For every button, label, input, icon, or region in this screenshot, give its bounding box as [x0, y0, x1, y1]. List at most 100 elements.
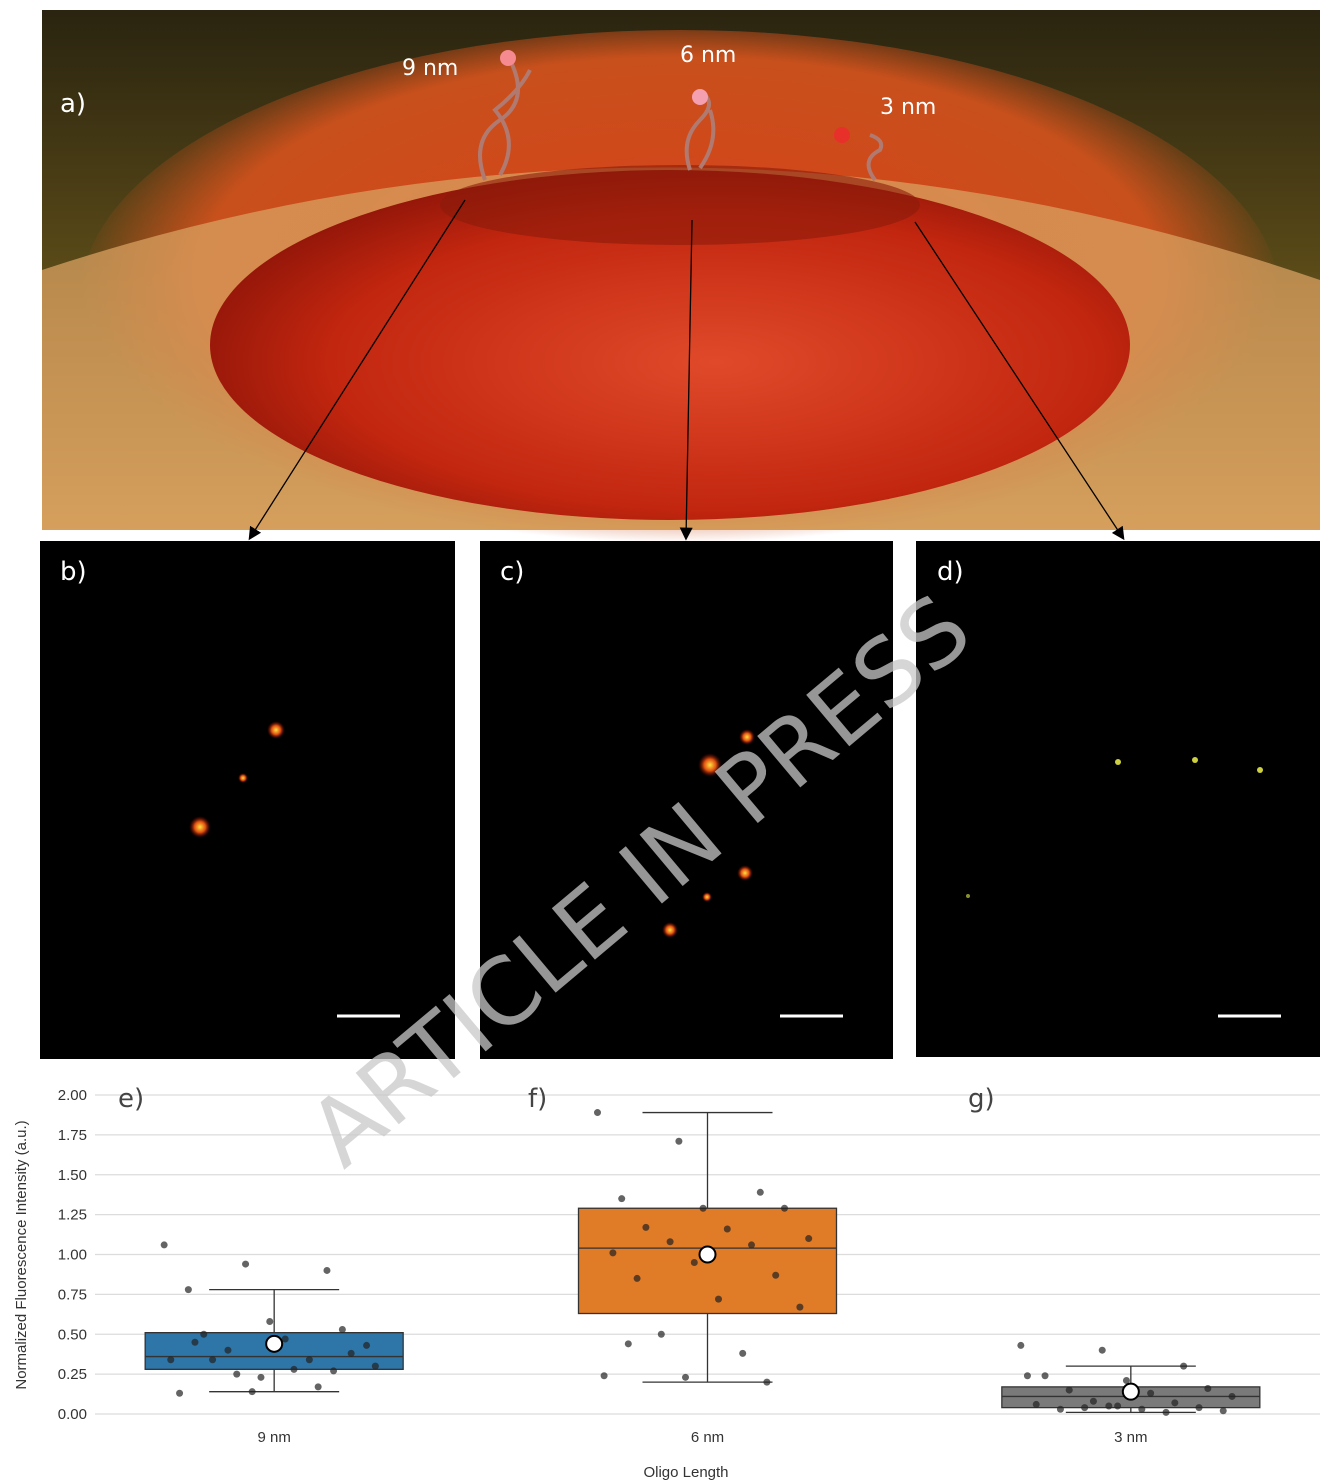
y-tick-label: 1.50: [58, 1167, 87, 1184]
data-point: [1163, 1409, 1170, 1416]
y-tick-label: 0.50: [58, 1326, 87, 1343]
data-point: [625, 1340, 632, 1347]
data-point: [781, 1205, 788, 1212]
fluorophore: [692, 89, 708, 105]
data-point: [1057, 1406, 1064, 1413]
data-point: [700, 1205, 707, 1212]
data-point: [805, 1235, 812, 1242]
data-point: [339, 1326, 346, 1333]
data-point: [257, 1374, 264, 1381]
data-point: [249, 1388, 256, 1395]
data-point: [1229, 1393, 1236, 1400]
panel-d: d): [916, 541, 1320, 1057]
annotation: 9 nm: [402, 56, 458, 81]
y-tick-label: 0.75: [58, 1286, 87, 1303]
data-point: [266, 1318, 273, 1325]
fluorescent-spot: [737, 865, 753, 881]
box-plot: Normalized Fluorescence Intensity (a.u.)…: [13, 1084, 1320, 1481]
data-point: [363, 1342, 370, 1349]
panel-label: b): [60, 557, 87, 587]
data-point: [176, 1390, 183, 1397]
fluorescent-spot: [189, 816, 211, 838]
data-point: [634, 1275, 641, 1282]
x-axis-label: Oligo Length: [643, 1464, 728, 1481]
data-point: [682, 1374, 689, 1381]
data-point: [796, 1304, 803, 1311]
panel-label: c): [500, 557, 524, 587]
data-point: [1081, 1404, 1088, 1411]
data-point: [191, 1339, 198, 1346]
fluorescent-spot: [1257, 767, 1263, 773]
panel-label: a): [60, 89, 86, 119]
well-rim: [440, 165, 920, 245]
data-point: [323, 1267, 330, 1274]
mean-marker: [700, 1247, 716, 1263]
data-point: [1171, 1399, 1178, 1406]
panel-label: g): [968, 1084, 995, 1114]
annotation: 6 nm: [680, 43, 736, 68]
data-point: [372, 1363, 379, 1370]
data-point: [757, 1189, 764, 1196]
data-point: [772, 1272, 779, 1279]
data-point: [306, 1356, 313, 1363]
data-point: [601, 1372, 608, 1379]
data-point: [715, 1296, 722, 1303]
data-point: [739, 1350, 746, 1357]
data-point: [675, 1138, 682, 1145]
data-point: [594, 1109, 601, 1116]
mean-marker: [266, 1336, 282, 1352]
data-point: [209, 1356, 216, 1363]
data-point: [724, 1225, 731, 1232]
data-point: [763, 1379, 770, 1386]
data-point: [658, 1331, 665, 1338]
data-point: [1114, 1403, 1121, 1410]
fluorescent-spot: [1115, 759, 1121, 765]
data-point: [1090, 1398, 1097, 1405]
panel-label: e): [118, 1084, 144, 1114]
fluorescent-spot: [966, 894, 970, 898]
panel-b: b): [40, 541, 455, 1059]
data-point: [609, 1249, 616, 1256]
data-point: [330, 1367, 337, 1374]
data-point: [224, 1347, 231, 1354]
data-point: [1204, 1385, 1211, 1392]
fluorophore: [500, 50, 516, 66]
y-tick-label: 1.25: [58, 1207, 87, 1224]
micrograph: [40, 541, 455, 1059]
data-point: [185, 1286, 192, 1293]
data-point: [1196, 1404, 1203, 1411]
panel-label: f): [528, 1084, 547, 1114]
mean-marker: [1123, 1384, 1139, 1400]
data-point: [1105, 1403, 1112, 1410]
panel-a: a) 9 nm 6 nm 3 nm: [42, 10, 1320, 570]
data-point: [618, 1195, 625, 1202]
fluorophore: [834, 127, 850, 143]
y-tick-label: 1.75: [58, 1127, 87, 1144]
data-point: [1066, 1387, 1073, 1394]
data-point: [161, 1241, 168, 1248]
y-tick-label: 1.00: [58, 1247, 87, 1264]
x-tick-label: 9 nm: [257, 1429, 290, 1446]
data-point: [233, 1371, 240, 1378]
data-point: [167, 1356, 174, 1363]
data-point: [748, 1241, 755, 1248]
fluorescent-spot: [238, 773, 248, 783]
data-point: [1099, 1347, 1106, 1354]
data-point: [315, 1383, 322, 1390]
data-point: [290, 1366, 297, 1373]
fluorescent-spot: [1192, 757, 1198, 763]
data-point: [691, 1259, 698, 1266]
data-point: [1024, 1372, 1031, 1379]
data-point: [1147, 1390, 1154, 1397]
y-tick-label: 0.00: [58, 1406, 87, 1423]
y-tick-label: 0.25: [58, 1366, 87, 1383]
data-point: [1138, 1406, 1145, 1413]
data-point: [348, 1350, 355, 1357]
data-point: [242, 1261, 249, 1268]
micrograph: [916, 541, 1320, 1057]
annotation: 3 nm: [880, 95, 936, 120]
x-tick-label: 6 nm: [691, 1429, 724, 1446]
data-point: [1017, 1342, 1024, 1349]
data-point: [1033, 1401, 1040, 1408]
data-point: [667, 1238, 674, 1245]
